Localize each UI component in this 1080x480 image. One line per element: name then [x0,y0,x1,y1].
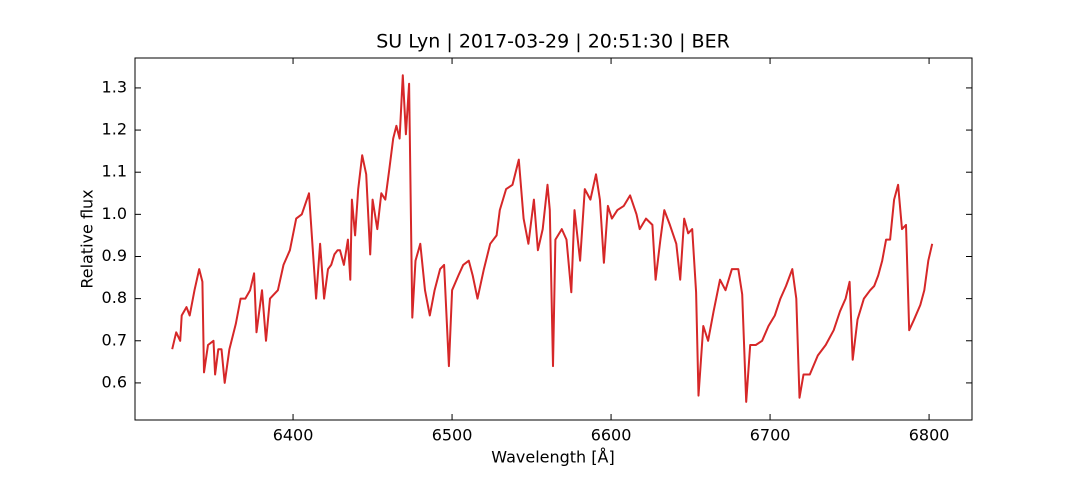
y-tick-label: 1.1 [102,162,127,181]
plot-frame [134,57,973,421]
y-tick-label: 1.2 [102,120,127,139]
y-tick-label: 1.0 [102,204,127,223]
x-axis-label: Wavelength [Å] [491,448,614,467]
spectrum-line [171,74,934,403]
y-tick-label: 1.3 [102,77,127,96]
x-tick-label: 6600 [591,426,632,445]
x-tick-label: 6400 [273,426,314,445]
x-tick-label: 6800 [909,426,950,445]
x-tick-label: 6700 [750,426,791,445]
y-tick-label: 0.8 [102,288,127,307]
x-tick-label: 6500 [432,426,473,445]
chart-title: SU Lyn | 2017-03-29 | 20:51:30 | BER [376,31,730,53]
y-tick-label: 0.9 [102,246,127,265]
y-axis-label: Relative flux [78,189,97,288]
y-tick-label: 0.6 [102,372,127,391]
y-tick-label: 0.7 [102,330,127,349]
